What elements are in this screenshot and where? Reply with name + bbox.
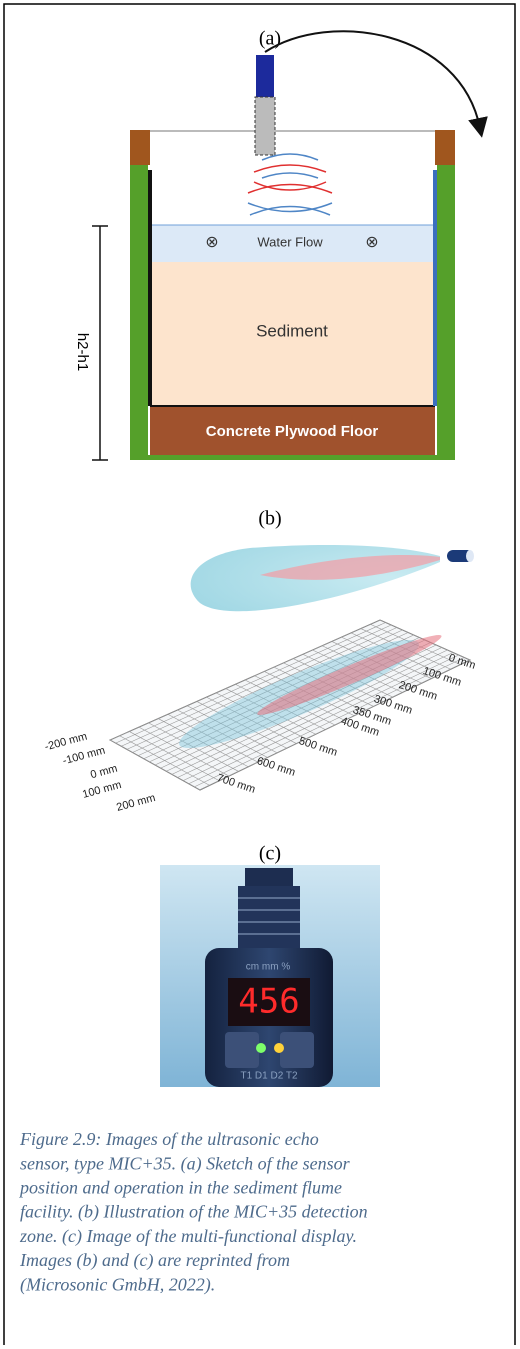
sensor-head [255, 97, 275, 155]
axis-label: 600 mm [255, 755, 297, 779]
axis-label: 500 mm [297, 735, 339, 759]
panel-label: (c) [259, 843, 281, 865]
wall [130, 165, 148, 460]
button-labels: T1 D1 D2 T2 [240, 1071, 297, 1082]
flow-symbol: ⊗ [365, 234, 378, 251]
axis-label: -100 mm [61, 744, 106, 767]
base [130, 455, 455, 460]
caption-line: Figure 2.9: Images of the ultrasonic ech… [19, 1129, 319, 1149]
flow-symbol: ⊗ [205, 234, 218, 251]
axis-label: 0 mm [89, 763, 119, 782]
button [225, 1032, 259, 1068]
wall [437, 165, 455, 460]
figure-page: (a) ⊗ ⊗ Water Flow Sediment Concrete Ply… [0, 0, 520, 1349]
axis-label: 100 mm [81, 779, 123, 801]
panel-c: (c) cm mm % 456 T1 D1 D2 T2 [160, 843, 380, 1087]
dimension-label: h2-h1 [74, 333, 91, 371]
sensor-face [466, 550, 474, 562]
wall-liner [433, 170, 437, 406]
caption: Figure 2.9: Images of the ultrasonic ech… [18, 1129, 368, 1295]
thread [238, 886, 300, 948]
display-reading: 456 [238, 982, 299, 1022]
wall-cap [130, 130, 150, 165]
axis-label: 200 mm [115, 792, 157, 814]
panel-label: (a) [259, 28, 281, 50]
led-yellow [274, 1043, 284, 1053]
wall-liner [148, 170, 152, 406]
sensor-cable [256, 55, 274, 97]
axis-label: 700 mm [215, 772, 257, 796]
rotation-arrow [265, 31, 480, 128]
caption-line: position and operation in the sediment f… [18, 1178, 342, 1198]
caption-line: (Microsonic GmbH, 2022). [20, 1274, 215, 1295]
wall-cap [435, 130, 455, 165]
connector [245, 868, 293, 886]
caption-line: zone. (c) Image of the multi-functional … [19, 1226, 357, 1247]
dimension-line [92, 226, 108, 460]
button [280, 1032, 314, 1068]
led-green [256, 1043, 266, 1053]
panel-label: (b) [258, 508, 281, 530]
caption-line: Images (b) and (c) are reprinted from [19, 1250, 290, 1271]
display-units: cm mm % [246, 962, 291, 973]
panel-a: (a) ⊗ ⊗ Water Flow Sediment Concrete Ply… [74, 28, 480, 460]
caption-line: facility. (b) Illustration of the MIC+35… [20, 1202, 368, 1223]
water-label: Water Flow [257, 234, 323, 249]
caption-line: sensor, type MIC+35. (a) Sketch of the s… [20, 1153, 351, 1174]
sediment-label: Sediment [256, 321, 328, 340]
floor-label: Concrete Plywood Floor [206, 423, 379, 440]
